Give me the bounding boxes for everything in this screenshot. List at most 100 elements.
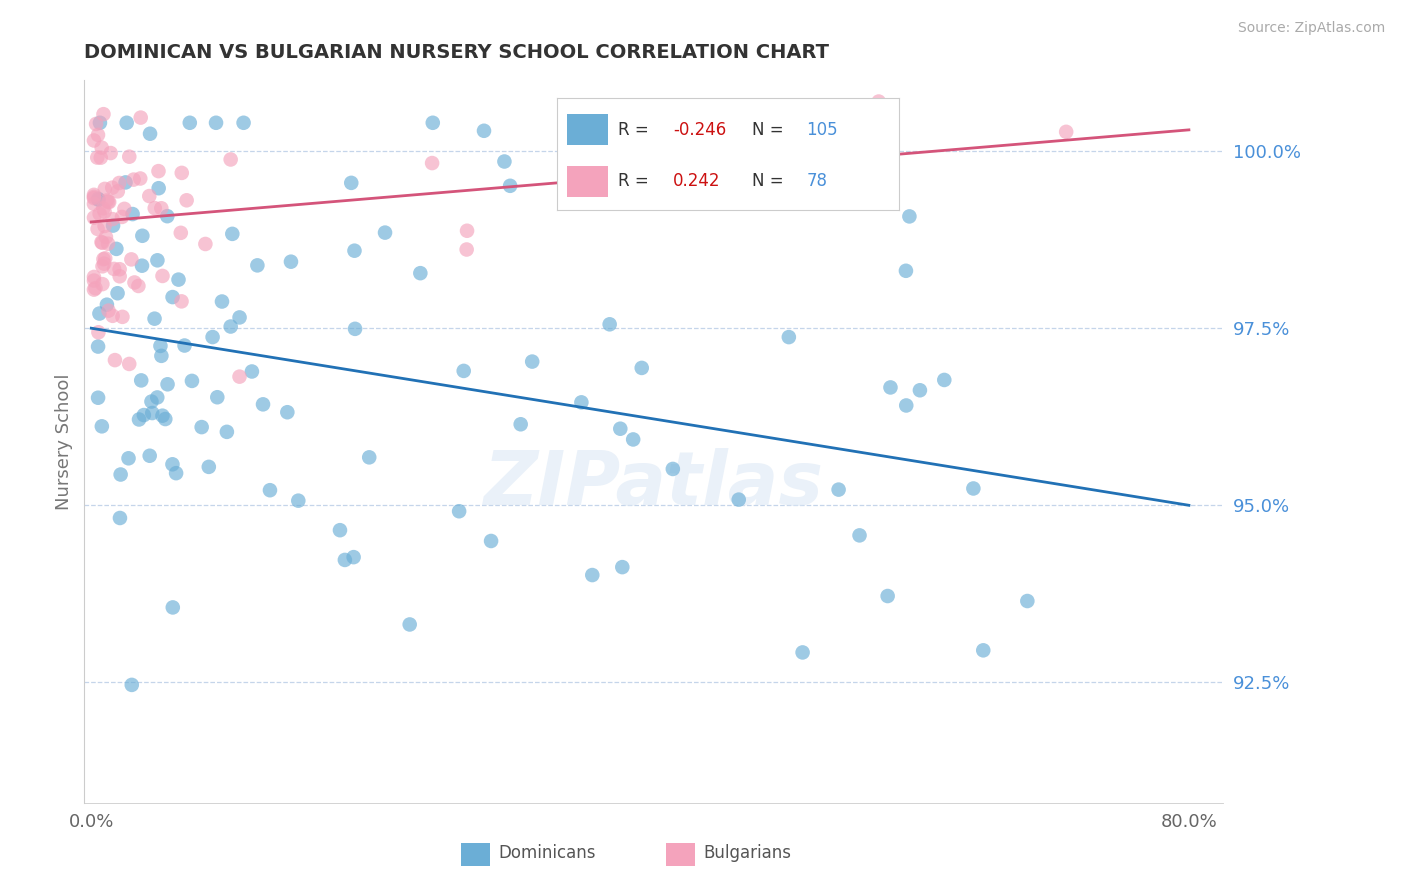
Point xyxy=(972,643,994,657)
Point xyxy=(827,483,849,497)
Point xyxy=(898,210,921,224)
Point xyxy=(621,433,644,447)
Point xyxy=(115,116,138,130)
Point xyxy=(727,492,749,507)
Point xyxy=(101,219,124,233)
Point xyxy=(228,369,250,384)
Point xyxy=(374,226,396,240)
Point xyxy=(146,391,169,405)
Point xyxy=(143,201,166,215)
Point xyxy=(162,600,184,615)
Point xyxy=(149,339,172,353)
Point xyxy=(127,279,149,293)
Point xyxy=(148,164,170,178)
Point xyxy=(83,187,105,202)
Point xyxy=(150,349,173,363)
Point xyxy=(90,151,112,165)
Point xyxy=(630,360,652,375)
Point xyxy=(83,190,105,204)
Point xyxy=(152,268,174,283)
Point xyxy=(155,412,177,426)
Point xyxy=(101,180,124,194)
Point xyxy=(581,568,603,582)
Point xyxy=(359,450,381,465)
Point xyxy=(103,261,125,276)
Point xyxy=(868,95,890,109)
Point xyxy=(98,195,121,210)
Point xyxy=(91,235,114,250)
Point xyxy=(96,298,118,312)
Point xyxy=(599,318,621,332)
Point xyxy=(612,560,634,574)
Point xyxy=(120,252,142,267)
Point xyxy=(820,162,842,177)
Point xyxy=(93,219,115,233)
Point xyxy=(333,553,356,567)
Point xyxy=(343,244,366,258)
Point xyxy=(422,116,444,130)
Point xyxy=(571,395,593,409)
Point xyxy=(499,178,522,193)
Point xyxy=(205,116,228,130)
Point xyxy=(111,310,134,324)
Point xyxy=(93,252,115,267)
Point xyxy=(207,390,229,404)
Point xyxy=(93,204,115,219)
Point xyxy=(340,176,363,190)
Point xyxy=(165,466,187,480)
Point xyxy=(118,150,141,164)
Point xyxy=(215,425,238,439)
Point xyxy=(152,409,174,423)
Point xyxy=(90,419,112,434)
Point xyxy=(343,550,366,565)
Point xyxy=(645,182,668,196)
Point xyxy=(90,235,112,249)
Point xyxy=(89,116,111,130)
Point xyxy=(128,412,150,426)
Point xyxy=(181,374,204,388)
Point xyxy=(87,192,110,206)
Point xyxy=(87,391,110,405)
Point xyxy=(194,237,217,252)
Point xyxy=(101,309,124,323)
Point xyxy=(131,259,153,273)
Point xyxy=(107,184,129,198)
Point xyxy=(246,258,269,272)
Point xyxy=(896,399,918,413)
Point xyxy=(124,276,146,290)
Point xyxy=(94,252,117,266)
Point xyxy=(398,617,420,632)
Point xyxy=(96,194,118,208)
Point xyxy=(494,154,516,169)
Point xyxy=(114,175,136,189)
Point xyxy=(107,286,129,301)
Point xyxy=(129,373,152,387)
Point xyxy=(778,330,800,344)
Point xyxy=(479,533,502,548)
Point xyxy=(89,207,111,221)
Point xyxy=(894,264,917,278)
Point xyxy=(121,207,143,221)
Point xyxy=(108,176,131,190)
Point xyxy=(633,160,655,174)
Point xyxy=(112,202,135,216)
Point xyxy=(879,380,901,394)
Point xyxy=(86,151,108,165)
Point xyxy=(252,397,274,411)
Point xyxy=(108,262,131,277)
Text: Source: ZipAtlas.com: Source: ZipAtlas.com xyxy=(1237,21,1385,35)
Y-axis label: Nursery School: Nursery School xyxy=(55,373,73,510)
Point xyxy=(449,504,471,518)
Point xyxy=(280,254,302,268)
Point xyxy=(855,117,877,131)
Point xyxy=(141,406,163,420)
Point xyxy=(108,511,131,525)
Point xyxy=(132,408,155,422)
Point xyxy=(110,467,132,482)
Point xyxy=(409,266,432,280)
Point xyxy=(1017,594,1039,608)
Point xyxy=(792,645,814,659)
Point xyxy=(240,364,263,378)
Text: ZIPatlas: ZIPatlas xyxy=(484,449,824,522)
Point xyxy=(91,260,114,274)
